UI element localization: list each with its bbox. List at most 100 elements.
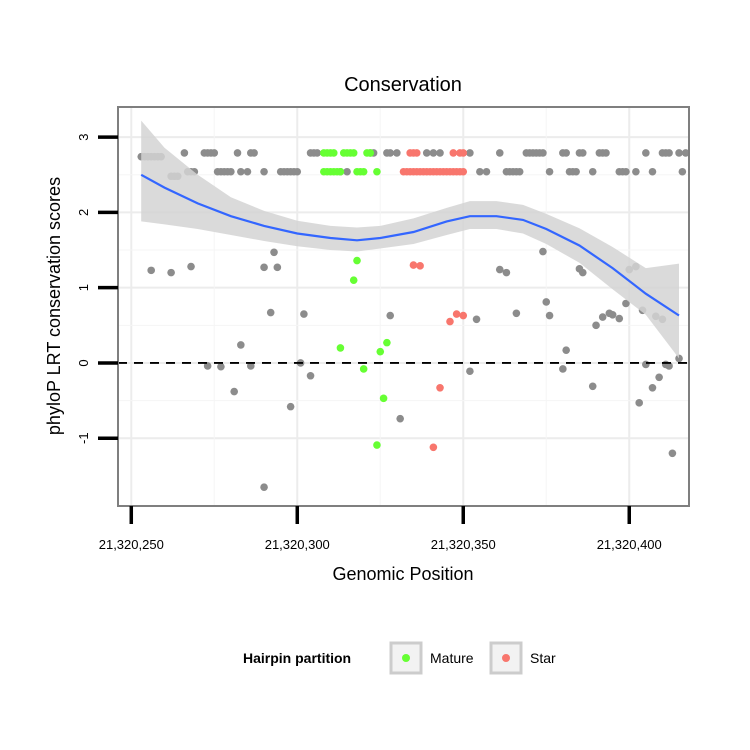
data-point-mature <box>359 365 368 373</box>
y-tick-label: 2 <box>76 209 91 216</box>
data-point-other <box>608 310 617 319</box>
data-point-other <box>545 167 554 176</box>
data-point-other <box>422 149 431 157</box>
data-point-other <box>588 167 597 176</box>
data-point-other <box>187 262 195 271</box>
data-point-mature <box>373 441 381 449</box>
data-point-other <box>668 449 677 458</box>
legend: Hairpin partition Mature Star <box>243 641 556 675</box>
data-point-other <box>592 321 600 330</box>
data-point-star <box>416 262 424 270</box>
y-axis: -1 0 1 2 3 <box>76 133 118 444</box>
data-point-star <box>459 149 468 157</box>
smooth-line <box>140 173 680 317</box>
data-point-other <box>210 149 219 157</box>
data-point-other <box>515 167 524 176</box>
data-point-other <box>572 167 580 176</box>
data-point-other <box>545 311 554 320</box>
data-point-star <box>449 149 458 157</box>
data-point-other <box>495 265 504 274</box>
data-point-other <box>243 167 252 176</box>
data-point-other <box>396 414 404 423</box>
data-point-other <box>648 167 657 176</box>
data-point-other <box>313 149 321 157</box>
data-point-other <box>237 341 245 349</box>
data-point-other <box>502 268 511 277</box>
data-point-other <box>436 149 444 157</box>
data-point-other <box>260 483 268 491</box>
data-point-other <box>642 149 650 157</box>
data-point-mature <box>336 167 345 176</box>
data-point-other <box>217 362 225 371</box>
data-point-star <box>446 317 454 326</box>
legend-title: Hairpin partition <box>243 650 351 666</box>
data-point-other <box>266 308 275 317</box>
data-point-star <box>452 310 461 318</box>
data-point-mature <box>383 338 391 347</box>
legend-label-mature: Mature <box>430 650 474 666</box>
data-point-mature <box>366 149 375 157</box>
data-point-other <box>466 149 474 157</box>
data-point-star <box>429 443 438 452</box>
legend-label-star: Star <box>530 650 556 666</box>
chart-title: Conservation <box>344 74 462 96</box>
data-point-other <box>578 149 587 157</box>
y-axis-title: phyloP LRT conservation scores <box>44 177 64 435</box>
data-point-other <box>273 263 282 272</box>
data-point-other <box>270 248 278 257</box>
confidence-ribbon <box>141 120 679 359</box>
data-point-other <box>642 360 650 369</box>
data-point-star <box>436 384 444 392</box>
data-point-other <box>578 268 587 277</box>
data-point-other <box>495 149 504 157</box>
x-tick-label: 21,320,350 <box>431 537 496 552</box>
data-point-star <box>459 167 468 176</box>
legend-item-mature[interactable]: Mature <box>389 641 474 675</box>
data-point-other <box>233 149 242 157</box>
data-point-other <box>665 149 673 157</box>
data-point-mature <box>379 394 388 403</box>
data-point-other <box>598 313 607 321</box>
data-point-other <box>655 373 663 382</box>
data-point-mature <box>336 344 345 352</box>
y-tick-label: -1 <box>76 432 91 444</box>
data-point-other <box>286 402 295 411</box>
data-point-star <box>412 149 421 157</box>
plot-area <box>118 107 690 506</box>
data-point-star <box>409 261 418 269</box>
legend-key-star <box>489 641 523 675</box>
data-point-other <box>203 362 212 370</box>
data-point-other <box>622 167 630 176</box>
data-point-other <box>648 384 657 392</box>
data-point-other <box>635 399 644 407</box>
data-point-other <box>293 167 302 176</box>
data-point-mature <box>353 256 361 265</box>
legend-item-star[interactable]: Star <box>489 641 556 675</box>
data-point-other <box>393 149 401 157</box>
data-point-mature <box>359 167 368 176</box>
data-point-other <box>539 247 547 256</box>
data-point-other <box>622 299 630 308</box>
data-point-other <box>466 367 474 376</box>
data-point-other <box>665 362 673 370</box>
data-point-other <box>512 309 521 318</box>
y-tick-label: 3 <box>76 133 91 140</box>
data-point-other <box>343 167 351 176</box>
data-point-other <box>675 354 683 363</box>
y-tick-label: 1 <box>76 284 91 291</box>
data-point-mature <box>349 276 358 284</box>
data-point-other <box>260 263 268 272</box>
series-star <box>399 149 468 452</box>
x-axis: 21,320,250 21,320,300 21,320,350 21,320,400 <box>99 506 662 552</box>
data-point-other <box>615 314 624 323</box>
data-point-other <box>230 387 238 396</box>
data-point-mature <box>349 149 358 157</box>
data-point-other <box>147 266 155 275</box>
data-point-other <box>602 149 610 157</box>
data-point-other <box>562 346 570 354</box>
data-point-other <box>429 149 438 157</box>
data-point-other <box>559 365 567 373</box>
legend-marker-star <box>502 654 510 662</box>
data-point-other <box>306 371 315 380</box>
